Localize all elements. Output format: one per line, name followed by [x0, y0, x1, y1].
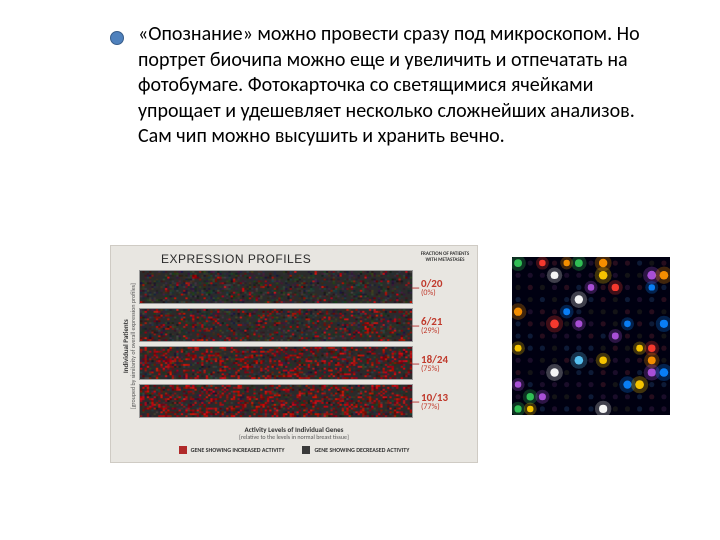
bullet-text: «Опознание» можно провести сразу под мик… [138, 22, 670, 150]
bullet-item: «Опознание» можно провести сразу под мик… [110, 22, 670, 150]
fraction-percent: (77%) [421, 403, 440, 411]
chart-ylabel-container: Individual Patients [grouped by similari… [119, 270, 139, 422]
legend-label: GENE SHOWING INCREASED ACTIVITY [191, 447, 285, 453]
figures-row: EXPRESSION PROFILES Individual Patients … [110, 245, 670, 463]
fraction-percent: (75%) [421, 365, 440, 373]
fraction-cell: 0/20(0%) [413, 270, 469, 304]
heatmap-row [139, 346, 413, 380]
microarray-image [512, 257, 670, 415]
fraction-cell: 10/13(77%) [413, 384, 469, 418]
fraction-column: FRACTION OF PATIENTS WITH METASTASES 0/2… [413, 270, 469, 422]
legend-label: GENE SHOWING DECREASED ACTIVITY [314, 447, 409, 453]
heatmap-strip [139, 308, 413, 342]
heatmap-row [139, 384, 413, 418]
heatmap-row [139, 308, 413, 342]
fraction-value: 0/20 [421, 278, 442, 289]
bullet-dot-icon [110, 31, 124, 45]
chart-legend: GENE SHOWING INCREASED ACTIVITY GENE SHOW… [119, 446, 469, 454]
fraction-value: 6/21 [421, 316, 442, 327]
chart-xlabel: Activity Levels of Individual Genes [rel… [119, 426, 469, 440]
microarray-canvas [512, 257, 670, 415]
heatmap-rows [139, 270, 413, 422]
legend-swatch-icon [302, 446, 310, 454]
heatmap-row [139, 270, 413, 304]
fraction-value: 18/24 [421, 354, 448, 365]
heatmap-strip [139, 270, 413, 304]
chart-ylabel: Individual Patients [grouped by similari… [122, 283, 136, 409]
legend-swatch-icon [179, 446, 187, 454]
fraction-cell: 6/21(29%) [413, 308, 469, 342]
fraction-percent: (29%) [421, 327, 440, 335]
heatmap-strip [139, 384, 413, 418]
heatmap-strip [139, 346, 413, 380]
legend-item: GENE SHOWING DECREASED ACTIVITY [302, 446, 409, 454]
fraction-cell: 18/24(75%) [413, 346, 469, 380]
chart-plot-area: Individual Patients [grouped by similari… [119, 270, 469, 422]
expression-profiles-chart: EXPRESSION PROFILES Individual Patients … [110, 245, 478, 463]
fraction-percent: (0%) [421, 289, 436, 297]
legend-item: GENE SHOWING INCREASED ACTIVITY [179, 446, 285, 454]
fraction-value: 10/13 [421, 392, 448, 403]
fraction-header: FRACTION OF PATIENTS WITH METASTASES [417, 252, 473, 263]
